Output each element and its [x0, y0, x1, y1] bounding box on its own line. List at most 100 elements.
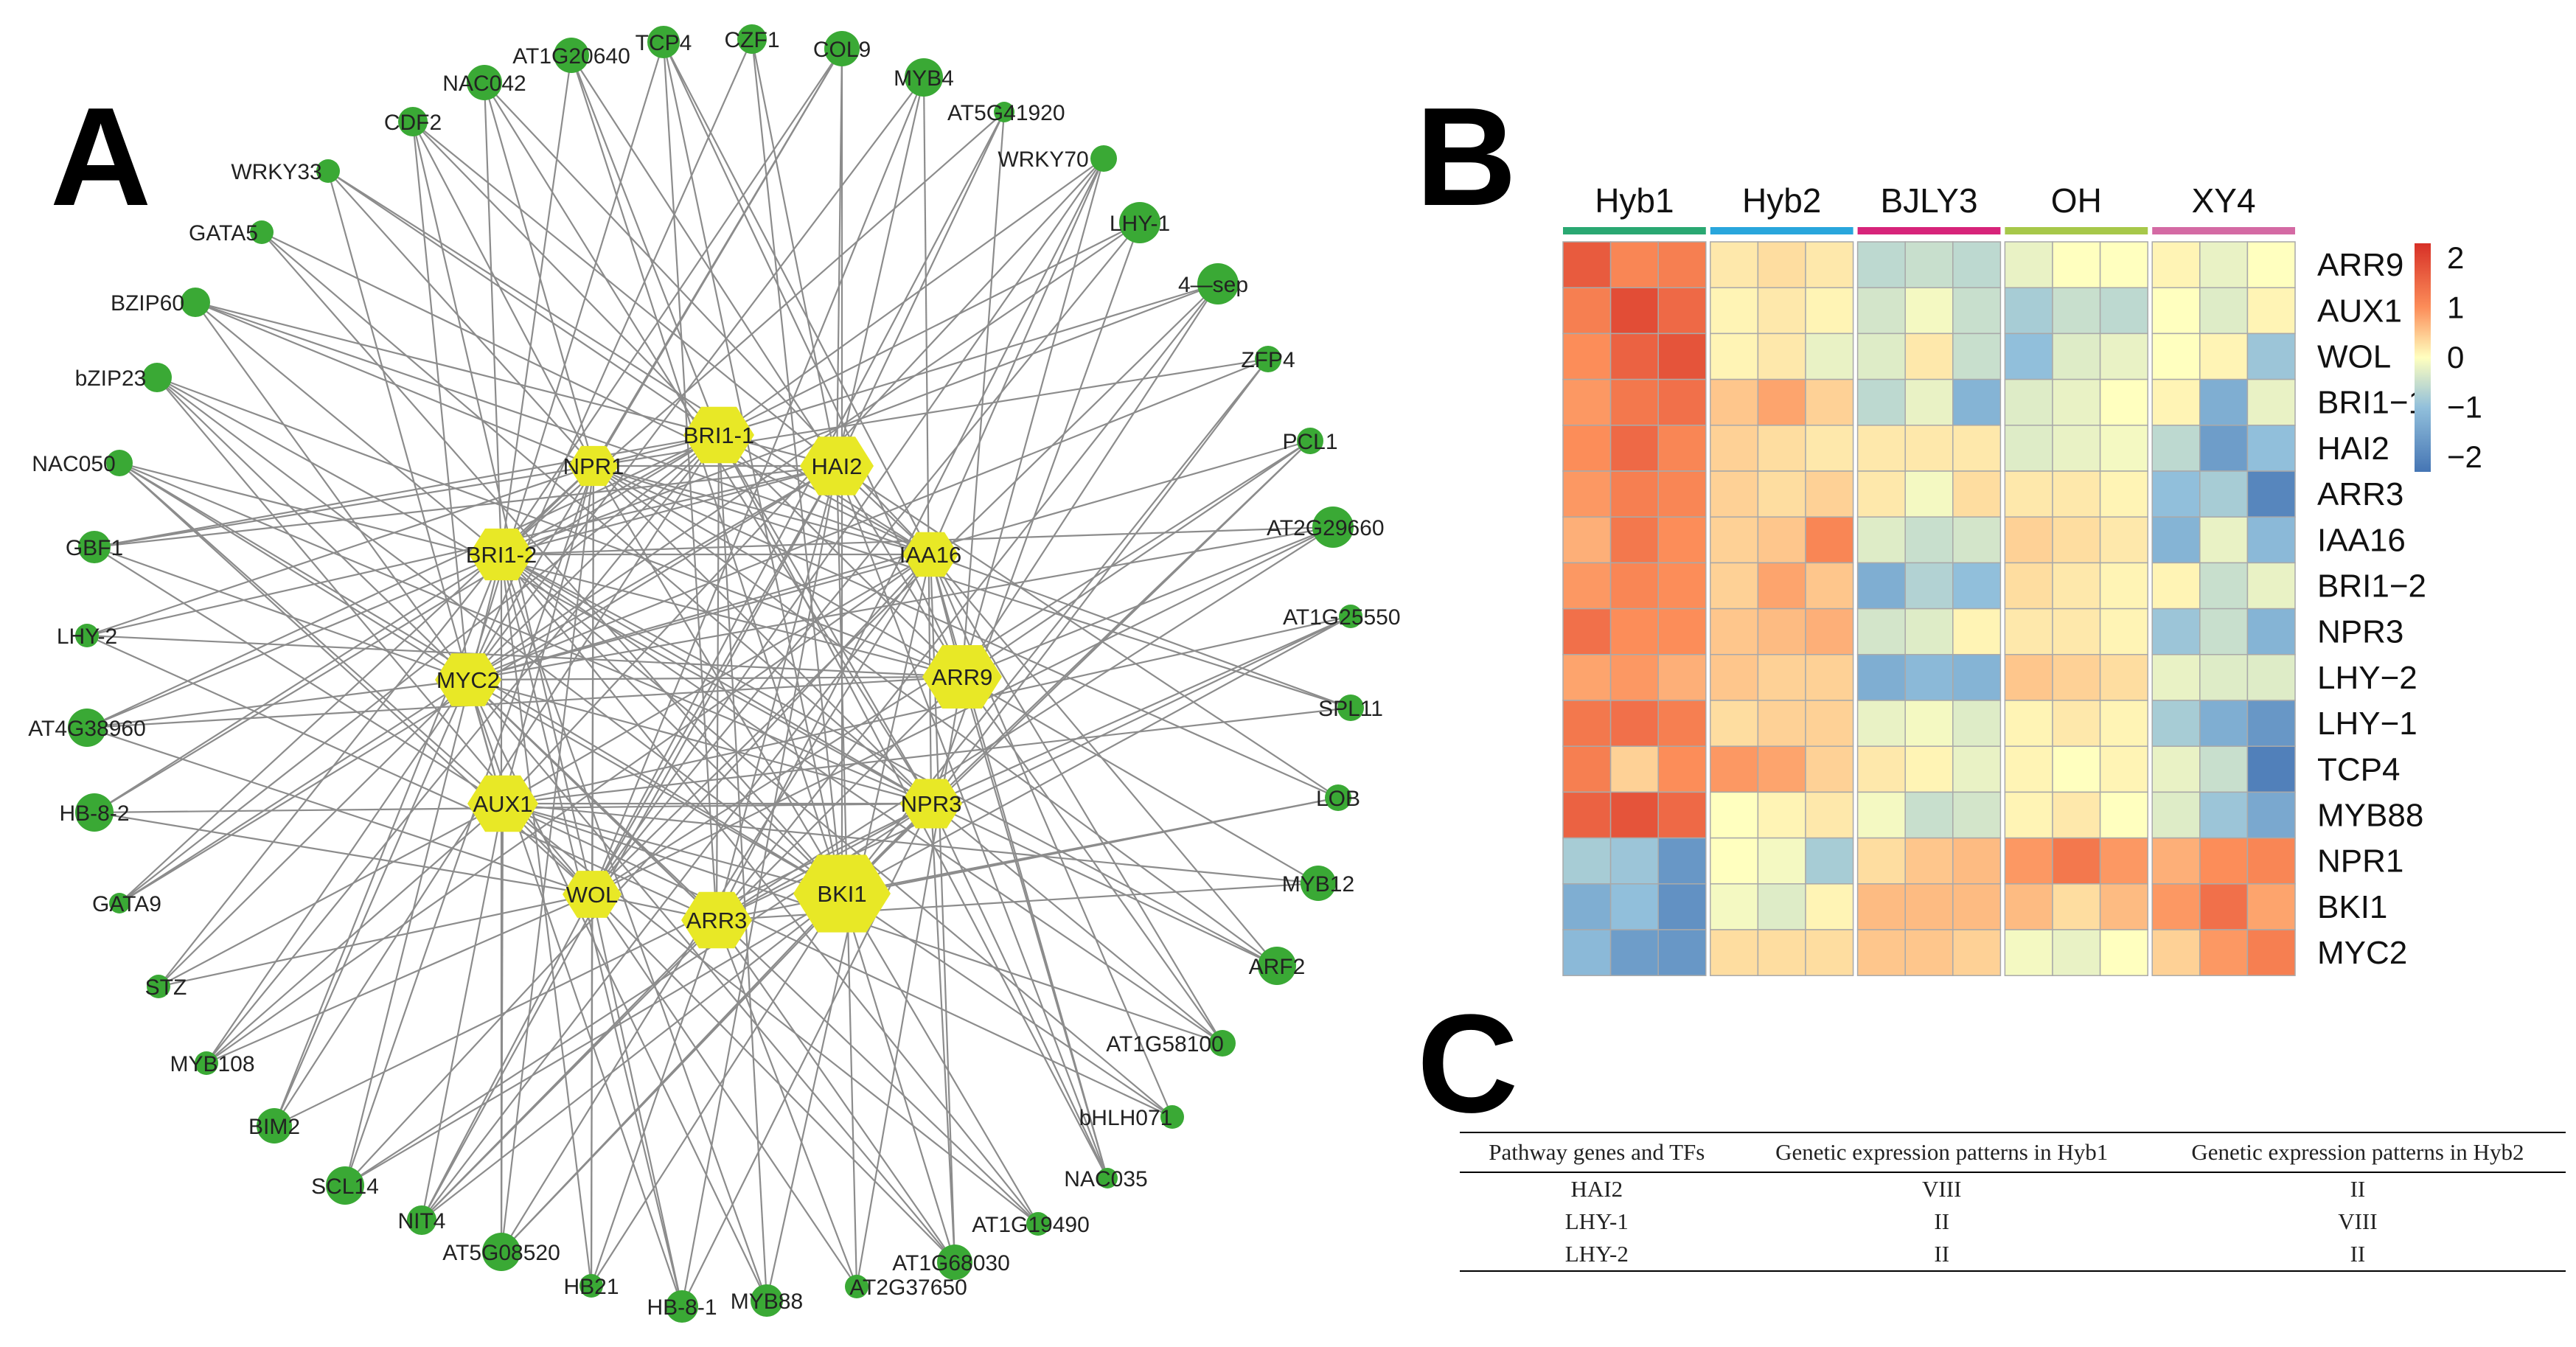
- network-edge: [591, 893, 843, 1287]
- network-edge: [119, 462, 469, 681]
- network-edge: [930, 358, 1269, 804]
- heatmap-cell: [2052, 608, 2101, 655]
- heatmap-cell: [1805, 745, 1854, 793]
- network-edge: [344, 465, 595, 1186]
- heatmap-cell: [1904, 516, 1954, 564]
- heatmap-cell: [2151, 837, 2201, 885]
- tf-label-4-sep: 4—sep: [1178, 273, 1248, 297]
- tf-node-wrky70: [1090, 145, 1117, 172]
- tf-label-lob: LOB: [1316, 787, 1360, 811]
- network-edge: [715, 465, 838, 921]
- heatmap-cell: [2052, 333, 2101, 380]
- table-header: Genetic expression patterns in Hyb2: [2149, 1132, 2566, 1173]
- network-edge: [663, 41, 963, 678]
- tf-label-lhy-1: LHY-1: [1110, 212, 1170, 236]
- network-edge: [344, 554, 931, 1186]
- gene-label-wol: WOL: [2317, 339, 2391, 375]
- network-edge: [840, 893, 956, 1263]
- gene-label-lhy-1: LHY−1: [2317, 706, 2417, 742]
- network-edge: [274, 803, 932, 1127]
- heatmap-cell: [2004, 929, 2053, 976]
- hub-npr3-label: NPR3: [901, 791, 962, 817]
- network-edge: [86, 678, 469, 729]
- heatmap-cell: [1904, 425, 1954, 472]
- heatmap-cell: [2246, 654, 2296, 701]
- heatmap-cell: [1904, 287, 1954, 335]
- heatmap-cell: [2052, 287, 2101, 335]
- heatmap-cell: [1757, 745, 1806, 793]
- tf-label-spl11: SPL11: [1318, 697, 1383, 721]
- tf-label-gata5: GATA5: [189, 221, 258, 246]
- heatmap-cell: [1710, 608, 1759, 655]
- network-edge: [195, 302, 502, 555]
- heatmap-cell: [2246, 929, 2296, 976]
- tf-node-nac050: [106, 450, 133, 476]
- heatmap-cell: [1609, 837, 1659, 885]
- heatmap-cell: [1657, 883, 1707, 930]
- network-edge: [715, 919, 858, 1287]
- heatmap-cell: [2099, 791, 2148, 839]
- heatmap-cell: [1562, 333, 1612, 380]
- network-edge: [86, 726, 593, 896]
- tf-node-at1g20640: [554, 38, 589, 73]
- heatmap-cell: [1904, 333, 1954, 380]
- table-row: LHY-1 II VIII: [1460, 1205, 2566, 1238]
- heatmap-cell: [2052, 516, 2101, 564]
- network-edge: [930, 553, 1351, 709]
- hub-aux1: [467, 775, 538, 832]
- heatmap-cell: [2246, 883, 2296, 930]
- tf-label-gata9: GATA9: [92, 892, 161, 916]
- heatmap-cell: [2052, 425, 2101, 472]
- heatmap-cell: [2199, 837, 2249, 885]
- heatmap-cell: [1856, 425, 1906, 472]
- network-edge: [836, 465, 1339, 798]
- network-edge: [261, 232, 931, 555]
- heatmap-cell: [1757, 425, 1806, 472]
- heatmap-cell: [1805, 837, 1854, 885]
- heatmap-cell: [1657, 837, 1707, 885]
- heatmap-cell: [1710, 929, 1759, 976]
- heatmap-cell: [2099, 287, 2148, 335]
- group-label-hyb2: Hyb2: [1742, 181, 1821, 220]
- heatmap-cell: [1562, 287, 1612, 335]
- heatmap-cell: [2004, 562, 2053, 610]
- tf-label-pcl1: PCL1: [1282, 430, 1337, 454]
- heatmap-cell: [2246, 837, 2296, 885]
- heatmap-cell: [1710, 654, 1759, 701]
- heatmap-cell: [2199, 562, 2249, 610]
- network-edge: [501, 48, 843, 555]
- gene-label-tcp4: TCP4: [2317, 751, 2400, 787]
- tf-node-gbf1: [78, 531, 111, 563]
- heatmap-cell: [2099, 608, 2148, 655]
- network-edge: [716, 919, 955, 1263]
- heatmap-cell: [1805, 378, 1854, 426]
- network-edge: [718, 434, 932, 804]
- network-edge: [961, 440, 1311, 678]
- heatmap-cell: [1856, 241, 1906, 288]
- gene-label-bri1-2: BRI1−2: [2317, 568, 2426, 605]
- gene-label-npr3: NPR3: [2317, 614, 2403, 650]
- tf-node-myb108: [195, 1051, 218, 1075]
- tf-node-bzip60: [181, 288, 210, 317]
- network-edge: [86, 464, 594, 637]
- tf-node-at2g37650: [845, 1275, 868, 1298]
- network-edge: [716, 526, 1334, 921]
- network-edge: [961, 526, 1334, 678]
- tf-node-lhy-2: [75, 624, 99, 647]
- heatmap-cell: [2199, 654, 2249, 701]
- heatmap-cell: [1710, 562, 1759, 610]
- heatmap-cell: [1952, 241, 2002, 288]
- heatmap-cell: [2052, 791, 2101, 839]
- tf-node-bhlh071: [1160, 1105, 1184, 1129]
- group-color-bar-hyb2: [1710, 227, 1853, 234]
- heatmap-cell: [1609, 516, 1659, 564]
- heatmap-cell: [2246, 700, 2296, 747]
- network-edge: [922, 77, 933, 804]
- heatmap-cell: [2004, 700, 2053, 747]
- group-label-xy4: XY4: [2192, 181, 2256, 220]
- network-edge: [411, 121, 470, 681]
- heatmap-cell: [1952, 929, 2002, 976]
- heatmap-cell: [1562, 791, 1612, 839]
- tf-node-gata9: [109, 893, 130, 913]
- network-edge: [261, 232, 843, 894]
